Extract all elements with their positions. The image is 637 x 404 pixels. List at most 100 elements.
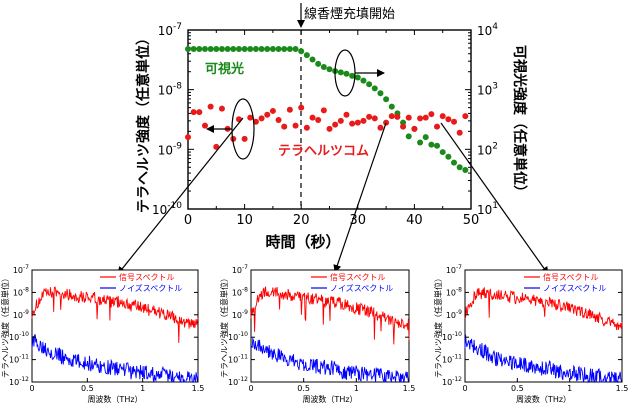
visible-light-point bbox=[377, 90, 384, 97]
visible-light-point bbox=[315, 60, 322, 67]
visible-light-point bbox=[303, 52, 310, 59]
thz-point bbox=[320, 107, 327, 114]
tick-exponent: 4 bbox=[492, 22, 498, 32]
tick-exponent: -10 bbox=[19, 331, 29, 338]
visible-light-point bbox=[286, 46, 293, 53]
visible-light-point bbox=[201, 46, 208, 53]
noise-spectrum-line bbox=[464, 334, 623, 384]
thz-point bbox=[213, 143, 220, 150]
spectrum-x-tick-label: 0.5 bbox=[297, 384, 310, 393]
spectrum-y-axis-label: テラヘルツ強度（任意単位） bbox=[433, 274, 443, 378]
thz-comb-label: テラヘルツコム bbox=[278, 144, 369, 159]
visible-light-point bbox=[213, 46, 220, 53]
thz-point bbox=[411, 125, 418, 132]
thz-point bbox=[252, 118, 259, 125]
visible-light-point bbox=[230, 46, 237, 53]
visible-light-point bbox=[456, 164, 463, 171]
spectrum-frame bbox=[464, 269, 623, 383]
tick-base: 10 bbox=[232, 311, 242, 320]
visible-light-point bbox=[258, 46, 265, 53]
tick-exponent: -8 bbox=[456, 286, 462, 293]
thz-point bbox=[207, 103, 214, 110]
tick-exponent: -8 bbox=[23, 286, 29, 293]
visible-light-point bbox=[196, 46, 203, 53]
axis-tick-label: 10-8 bbox=[158, 82, 183, 98]
thz-point bbox=[201, 122, 208, 129]
visible-light-point bbox=[218, 46, 225, 53]
thz-point bbox=[400, 123, 407, 130]
tick-exponent: 3 bbox=[492, 82, 498, 92]
visible-light-point bbox=[320, 63, 327, 70]
spectrum-y-axis-label: テラヘルツ強度（任意単位） bbox=[219, 274, 229, 378]
visible-light-point bbox=[439, 149, 446, 156]
tick-exponent: -10 bbox=[167, 201, 182, 211]
signal-spectrum-line bbox=[31, 286, 199, 344]
visible-light-point bbox=[388, 103, 395, 110]
axis-tick-label: 103 bbox=[477, 82, 498, 98]
visible-light-point bbox=[269, 46, 276, 53]
visible-light-point bbox=[422, 134, 429, 141]
visible-light-point bbox=[383, 96, 390, 103]
tick-base: 10 bbox=[13, 288, 23, 297]
visible-light-point bbox=[434, 142, 441, 149]
noise-spectrum-line bbox=[31, 334, 199, 383]
thz-point bbox=[196, 109, 203, 116]
x-axis-tick-labels: 0 10 20 30 40 50 bbox=[184, 213, 479, 228]
thz-point bbox=[462, 113, 469, 120]
thz-point bbox=[371, 115, 378, 122]
spectrum-y-tick-label: 10-12 bbox=[9, 376, 29, 387]
x-tick-label: 20 bbox=[293, 213, 310, 228]
noise-spectrum-line bbox=[250, 337, 410, 383]
main-left-axis-label: テラヘルツ強度（任意単位） bbox=[135, 31, 152, 213]
signal-spectrum-line bbox=[464, 287, 623, 331]
tick-exponent: 1 bbox=[492, 201, 498, 211]
thz-point bbox=[349, 120, 356, 127]
visible-light-point bbox=[264, 46, 271, 53]
tick-base: 10 bbox=[228, 333, 238, 342]
spectrum-y-axis-label: テラヘルツ強度（任意単位） bbox=[0, 274, 10, 378]
visible-light-point bbox=[247, 46, 254, 53]
tick-exponent: -12 bbox=[19, 376, 29, 383]
thz-point bbox=[218, 105, 225, 112]
thz-point bbox=[405, 114, 412, 121]
spectrum-x-axis-label: 周波数（THz） bbox=[516, 394, 571, 404]
visible-light-point bbox=[298, 48, 305, 55]
tick-base: 10 bbox=[228, 378, 238, 387]
visible-light-point bbox=[309, 56, 316, 63]
tick-base: 10 bbox=[152, 203, 167, 217]
spectrum-x-tick-label: 1.5 bbox=[403, 384, 416, 393]
spectrum-x-tick-label: 0 bbox=[462, 384, 467, 393]
smoke-start-annotation: 線香煙充填開始 bbox=[304, 6, 395, 22]
visible-light-point bbox=[326, 66, 333, 73]
thz-point bbox=[269, 107, 276, 114]
visible-light-point bbox=[292, 46, 299, 53]
visible-light-point bbox=[371, 85, 378, 92]
spectrum-x-tick-label: 1 bbox=[140, 384, 145, 393]
x-tick-label: 10 bbox=[236, 213, 253, 228]
visible-light-point bbox=[462, 167, 469, 174]
thz-point bbox=[422, 114, 429, 121]
tick-exponent: 2 bbox=[492, 141, 498, 151]
thz-point bbox=[258, 115, 265, 122]
thz-point bbox=[247, 114, 254, 121]
spectrum-y-tick-label: 10-9 bbox=[232, 309, 248, 320]
spectrum-x-tick-label: 0.5 bbox=[81, 384, 94, 393]
thz-point bbox=[383, 119, 390, 126]
visible-light-point bbox=[275, 46, 282, 53]
axis-tick-label: 10-9 bbox=[158, 141, 183, 157]
x-tick-label: 40 bbox=[406, 213, 423, 228]
tick-base: 10 bbox=[446, 266, 456, 275]
visible-light-point bbox=[343, 70, 350, 77]
tick-exponent: -9 bbox=[456, 309, 462, 316]
signal-spectrum-line bbox=[250, 286, 410, 345]
spectrum-y-tick-label: 10-12 bbox=[442, 376, 462, 387]
thz-point bbox=[337, 117, 344, 124]
spectrum-y-tick-label: 10-7 bbox=[13, 264, 29, 275]
thz-point bbox=[298, 104, 305, 111]
thz-point bbox=[343, 111, 350, 118]
thz-point bbox=[190, 109, 197, 116]
